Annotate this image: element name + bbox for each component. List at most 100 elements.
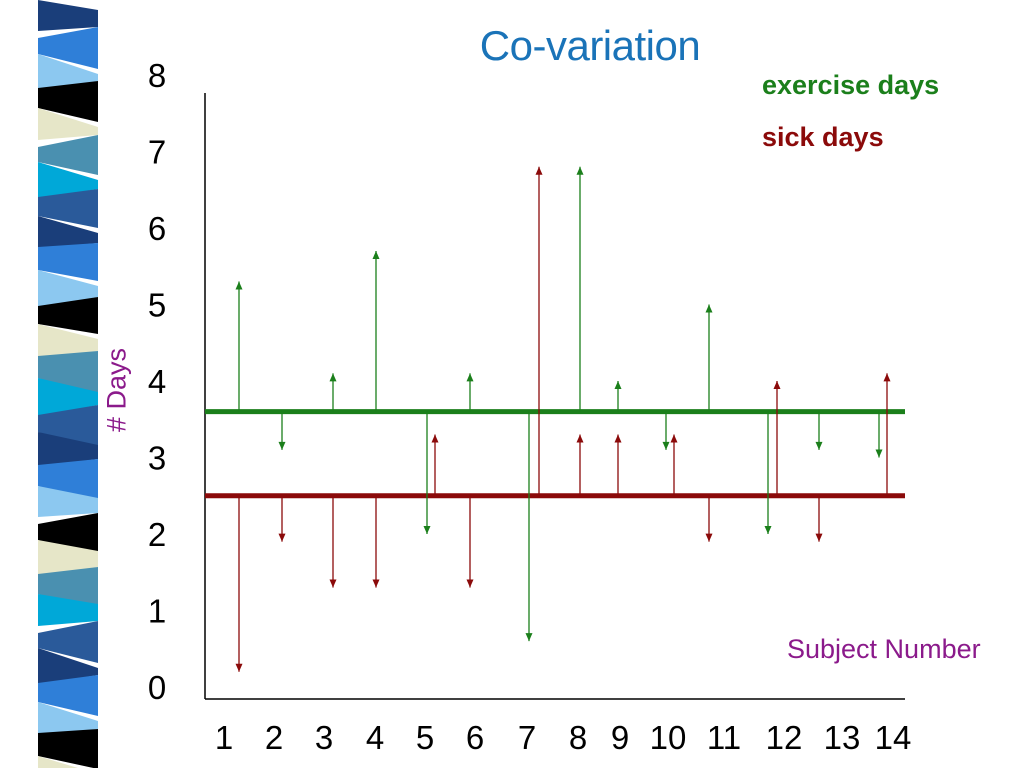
x-tick-label: 4 [366,719,384,756]
exercise-arrow [525,411,533,642]
stripe-block [38,27,98,69]
x-tick-label: 3 [315,719,333,756]
sick-arrow [705,495,713,542]
arrow-head [329,579,337,588]
stripe-block [38,270,98,308]
arrow-head [466,373,474,382]
exercise-arrow [372,250,380,412]
y-tick-label: 3 [148,440,166,477]
exercise-arrow [466,373,474,412]
stripe-block [38,243,98,281]
stripe-block [38,648,98,685]
exercise-arrow [705,304,713,412]
arrow-head [662,441,670,450]
y-tick-label: 2 [148,516,166,553]
arrow-head [372,250,380,259]
stripe-block [38,108,98,140]
y-tick-label: 6 [148,210,166,247]
stripe-block [38,702,98,735]
y-tick-label: 4 [148,363,166,400]
stripe-block [38,351,98,398]
stripe-block [38,378,98,417]
stripe-block [38,513,98,557]
sick-arrow [372,495,380,588]
exercise-arrow [235,281,243,412]
stripe-block [38,540,98,576]
arrow-head [278,441,286,450]
x-tick-label: 8 [569,719,587,756]
exercise-arrow [875,411,883,458]
stripe-block [38,297,98,334]
y-tick-label: 7 [148,134,166,171]
sick-arrow [576,434,584,496]
arrow-head [764,526,772,534]
arrow-head [372,579,380,588]
x-tick-label: 6 [466,719,484,756]
arrow-head [614,434,622,443]
stripe-block [38,756,78,768]
sick-arrow [883,373,891,496]
arrow-head [883,373,891,382]
x-axis-label: Subject Number [787,634,981,664]
y-tick-label: 5 [148,287,166,324]
arrow-head [423,526,431,534]
stripe-block [38,675,98,716]
legend-sick-days: sick days [762,122,884,152]
sick-arrow [329,495,337,588]
x-tick-label: 9 [611,719,629,756]
arrow-head [329,373,337,382]
stripe-block [38,405,98,451]
stripe-block [38,621,98,663]
stripe-block [38,189,98,228]
exercise-arrow [815,411,823,450]
arrow-head [535,166,543,175]
stripe-block [38,486,98,517]
x-tick-label: 10 [650,719,687,756]
arrow-head [815,533,823,542]
legend-exercise-days: exercise days [762,70,940,100]
stripe-block [38,567,98,610]
arrow-head [815,441,823,450]
arrow-head [670,434,678,443]
arrow-head [235,281,243,290]
exercise-arrow [764,411,772,534]
y-tick-label: 0 [148,669,166,706]
exercise-arrow [278,411,286,450]
stripe-block [38,135,98,175]
exercise-arrow [423,411,431,534]
arrow-head [525,633,533,642]
y-tick-label: 1 [148,593,166,630]
sick-arrow [278,495,286,542]
arrow-head [705,533,713,542]
sick-arrow [535,166,543,496]
stripe-block [38,729,98,768]
stripe-block [38,0,98,31]
arrow-head [875,449,883,458]
stripe-block [38,594,98,626]
sick-arrow [815,495,823,542]
sick-arrow [670,434,678,496]
stripe-block [38,81,98,122]
stripe-block [38,216,98,249]
arrow-head [278,533,286,542]
x-tick-label: 14 [875,719,912,756]
stripe-block [38,459,98,504]
x-tick-label: 1 [215,719,233,756]
arrow-head [614,381,622,389]
sick-arrow [235,495,243,672]
y-tick-label: 8 [148,57,166,94]
exercise-arrow [662,411,670,450]
x-tick-label: 2 [265,719,283,756]
sick-arrow [614,434,622,496]
x-tick-label: 12 [766,719,803,756]
chart-title: Co-variation [479,22,701,69]
stripe-gap [98,0,118,768]
exercise-arrow [329,373,337,412]
stripe-block [38,162,98,199]
arrow-head [431,434,439,443]
exercise-arrow [576,166,584,412]
arrow-head [466,579,474,588]
x-tick-label: 11 [707,719,741,756]
arrow-head [576,166,584,175]
